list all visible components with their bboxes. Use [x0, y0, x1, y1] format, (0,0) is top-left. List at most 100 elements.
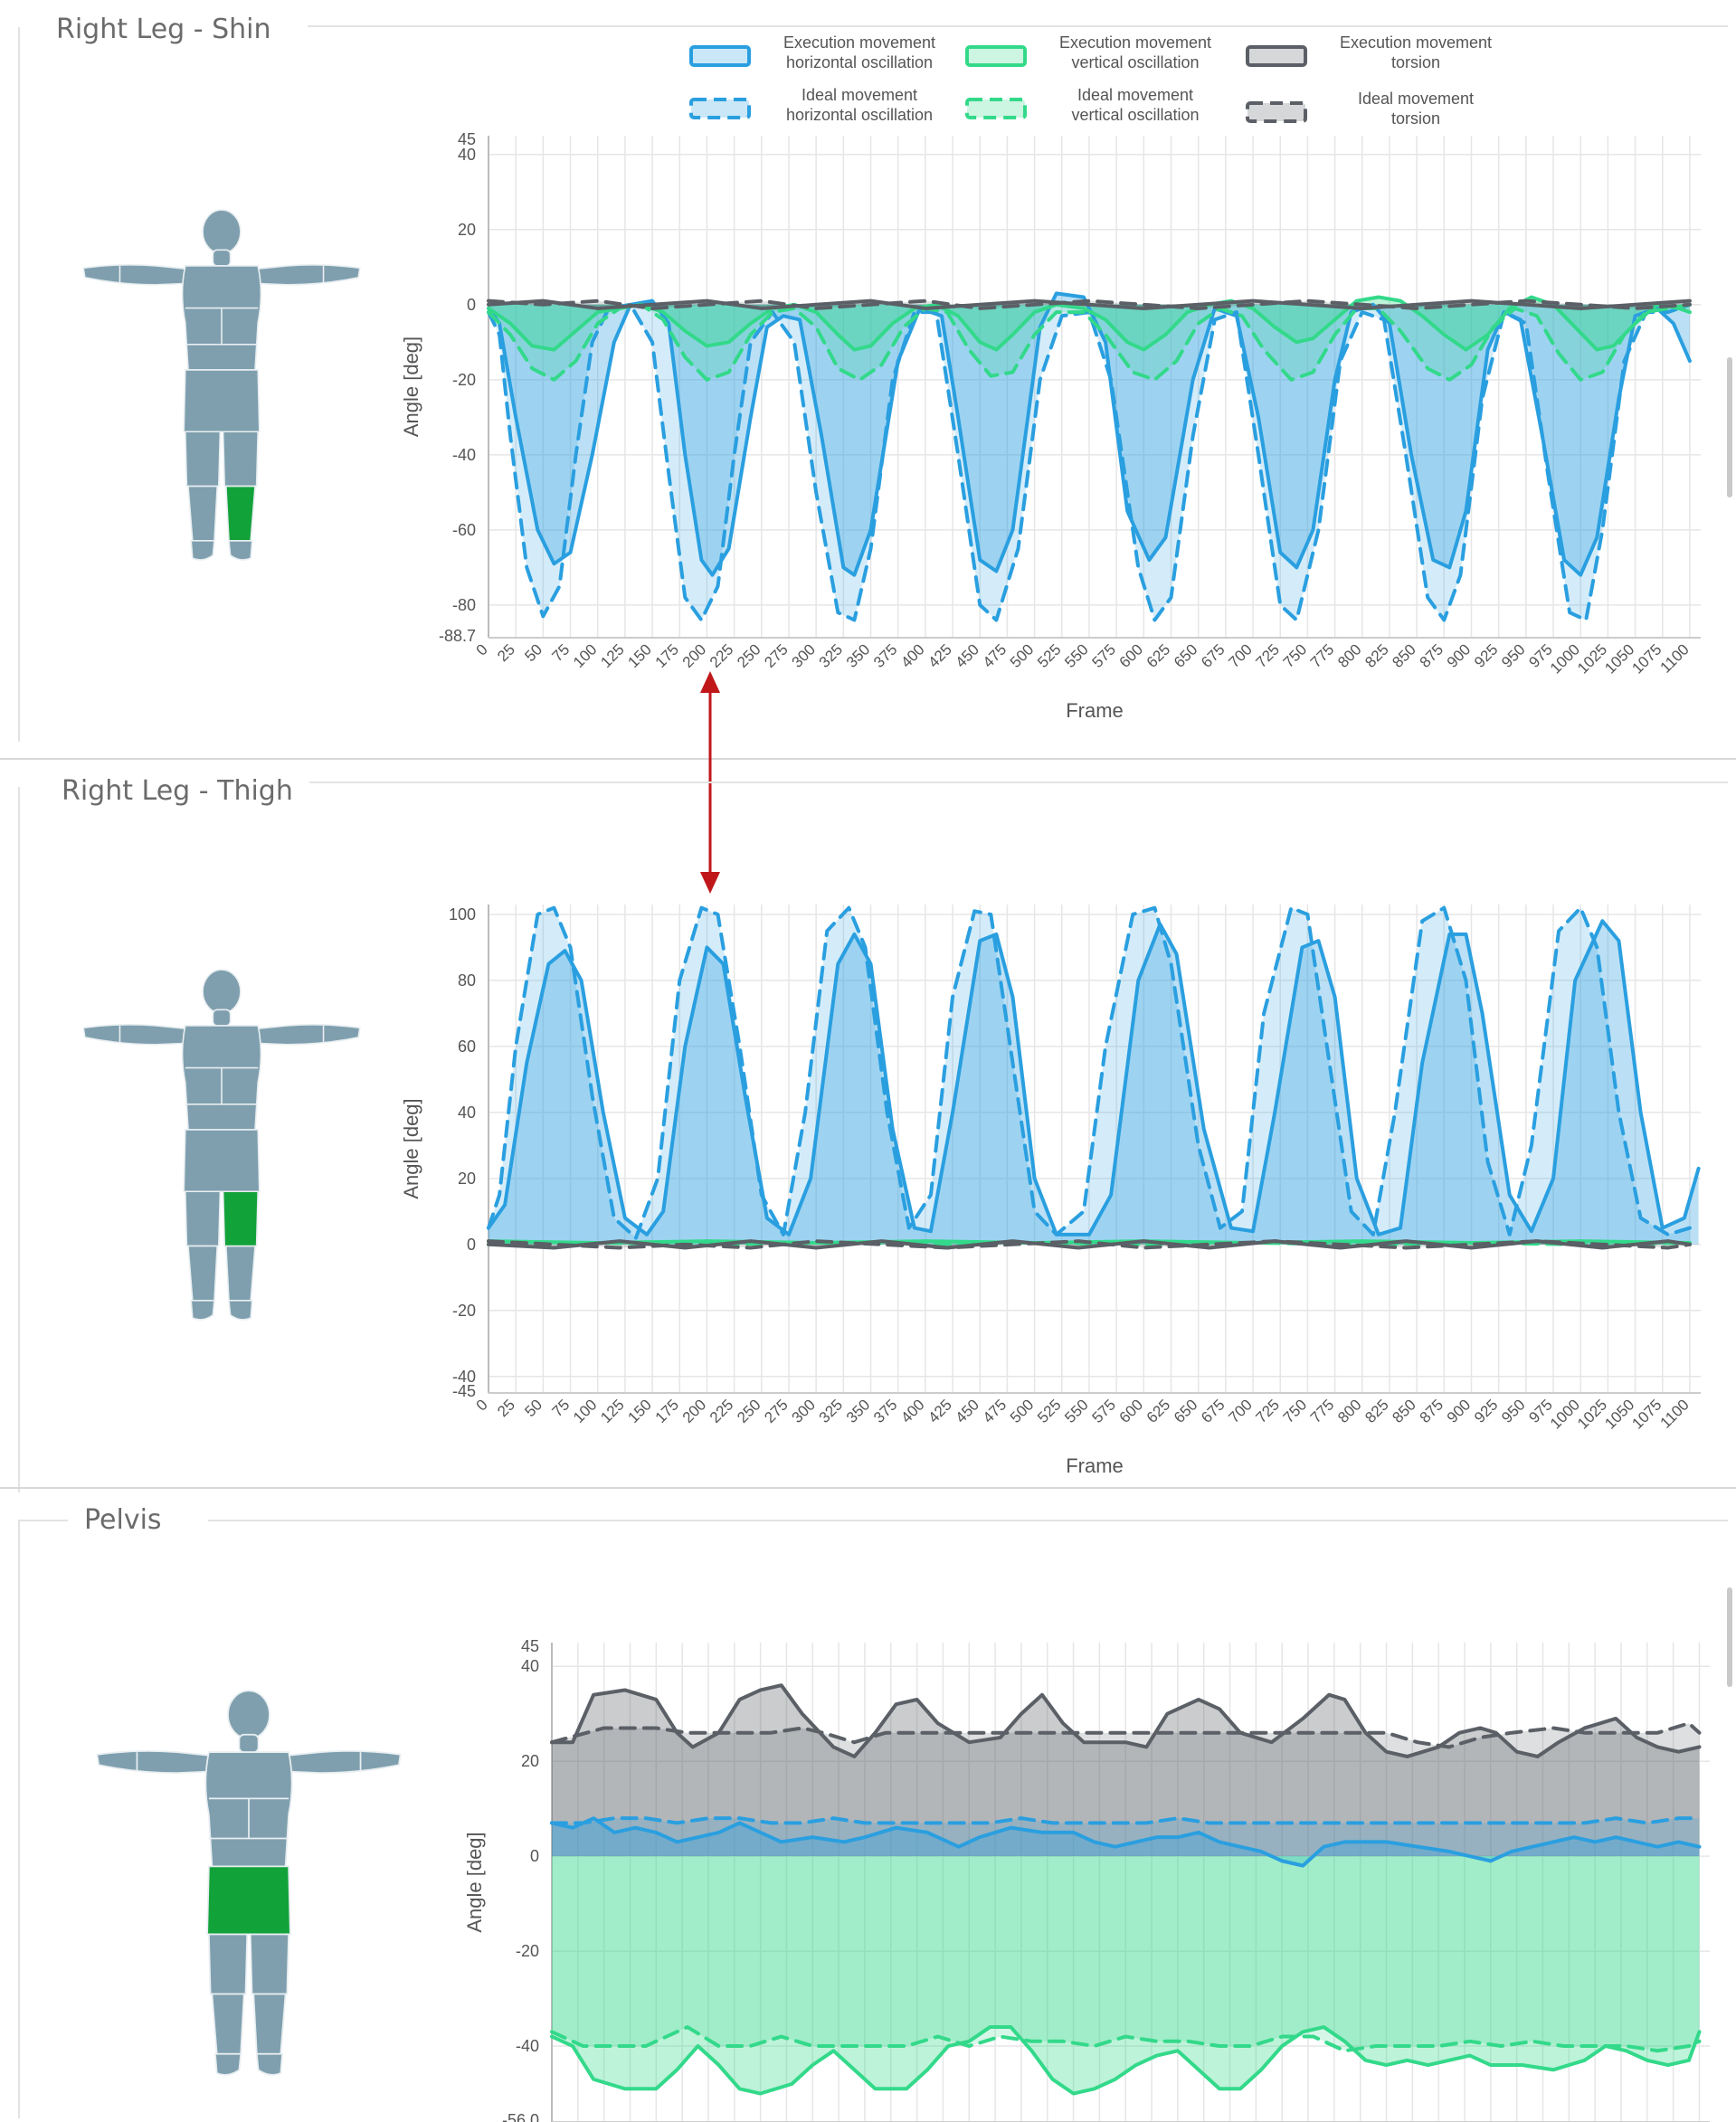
body-figure: [82, 969, 361, 1321]
y-tick-label: -20: [516, 1942, 539, 1960]
x-tick-label: 300: [788, 1396, 818, 1426]
y-tick-label: 0: [467, 296, 476, 314]
highlight-thigh: [222, 1190, 260, 1247]
panel-border: [18, 1521, 20, 2118]
panel-border: [18, 787, 20, 1492]
x-tick-label: 50: [521, 1396, 545, 1420]
separator: [0, 1487, 1736, 1489]
legend-item-ideal-torsion[interactable]: Ideal movement torsion: [1244, 89, 1515, 137]
series-area-torsion: [552, 1685, 1700, 1857]
x-tick-label: 600: [1116, 1396, 1146, 1426]
y-axis-label: Angle [deg]: [400, 1098, 422, 1198]
series-line-horizontal-execution: [487, 291, 1692, 577]
legend-line2: torsion: [1390, 53, 1441, 71]
x-axis-label: Frame: [1066, 699, 1124, 722]
x-tick-label: 525: [1034, 1396, 1064, 1426]
x-tick-label: 425: [925, 1396, 954, 1426]
x-tick-label: 200: [679, 1396, 709, 1426]
x-tick-label: 125: [597, 640, 627, 670]
y-tick-label: -45: [452, 1382, 476, 1400]
legend-item-exec-vertical[interactable]: Execution movement vertical oscillation: [963, 33, 1235, 81]
x-tick-label: 425: [925, 640, 954, 670]
x-tick-label: 800: [1334, 640, 1364, 670]
x-tick-label: 675: [1198, 640, 1228, 670]
legend-item-ideal-vertical[interactable]: Ideal movement vertical oscillation: [963, 85, 1235, 134]
panel-thigh: Right Leg - Thigh 100 80 60 40 20 0 -20 -40 -45 0…: [0, 760, 1736, 1492]
x-tick-label: 500: [1007, 1396, 1037, 1426]
panel-title: Right Leg - Shin: [40, 14, 288, 45]
x-tick-label: 1050: [1601, 640, 1637, 677]
legend-line1: Ideal movement: [1357, 90, 1475, 108]
x-tick-label: 150: [624, 1396, 654, 1426]
y-tick-label: -20: [452, 371, 476, 389]
y-tick-label: 60: [458, 1037, 476, 1056]
y-tick-label: 20: [458, 221, 476, 239]
scrollbar[interactable]: [1727, 357, 1732, 497]
x-tick-label: 25: [494, 640, 518, 665]
x-tick-label: 725: [1253, 1396, 1283, 1426]
x-tick-label: 650: [1171, 640, 1200, 670]
panel-pelvis: Pelvis 40 20 0 -20 -40 45 -56.0 Angle [deg]: [0, 1489, 1736, 2122]
x-tick-label: 825: [1361, 1396, 1391, 1426]
x-tick-label: 375: [870, 640, 900, 670]
y-tick-label: 100: [449, 905, 476, 924]
series-line-horizontal-ideal: [550, 1816, 1702, 1825]
x-tick-label: 950: [1498, 1396, 1528, 1426]
x-tick-label: 400: [897, 640, 927, 670]
legend-line1: Execution movement: [783, 33, 936, 52]
legend-swatch: [965, 45, 1027, 67]
series-line-vertical-ideal: [487, 302, 1692, 382]
x-tick-label: 225: [707, 1396, 736, 1426]
chart-legend: Execution movement horizontal oscillation…: [669, 33, 1538, 141]
x-tick-label: 325: [816, 640, 846, 670]
legend-line2: vertical oscillation: [1071, 106, 1200, 124]
x-tick-label: 175: [652, 1396, 682, 1426]
x-tick-label: 1100: [1656, 640, 1692, 676]
x-tick-label: 525: [1034, 640, 1064, 670]
y-tick-label: -80: [452, 596, 476, 614]
y-tick-label: 20: [458, 1170, 476, 1188]
y-tick-label: 0: [467, 1236, 476, 1254]
title-rule: [18, 1520, 72, 1521]
legend-item-ideal-horizontal[interactable]: Ideal movement horizontal oscillation: [688, 85, 959, 134]
series-area-vertical: [552, 1856, 1700, 2051]
x-tick-label: 225: [707, 640, 736, 670]
x-tick-label: 125: [597, 1396, 627, 1426]
chart-pelvis[interactable]: 40 20 0 -20 -40 45 -56.0 Angle [deg]: [434, 1634, 1728, 2122]
legend-item-exec-horizontal[interactable]: Execution movement horizontal oscillation: [688, 33, 959, 81]
y-tick-label: -20: [452, 1302, 476, 1320]
legend-line2: vertical oscillation: [1071, 53, 1200, 71]
x-tick-label: 475: [980, 1396, 1010, 1426]
legend-line1: Ideal movement: [1077, 86, 1194, 104]
x-tick-label: 550: [1061, 640, 1091, 670]
y-tick-label: -40: [516, 2037, 539, 2055]
series-line-horizontal-ideal: [487, 302, 1692, 622]
legend-item-exec-torsion[interactable]: Execution movement torsion: [1244, 33, 1515, 81]
panel-shin: Right Leg - Shin Execution movement horiz…: [0, 0, 1736, 742]
x-tick-label: 325: [816, 1396, 846, 1426]
x-tick-label: 925: [1471, 1396, 1501, 1426]
series-line-horizontal-execution: [550, 1816, 1702, 1868]
x-tick-label: 575: [1088, 640, 1118, 670]
x-tick-label: 0: [473, 1396, 491, 1414]
panel-title: Right Leg - Thigh: [45, 776, 309, 807]
x-tick-label: 900: [1444, 640, 1474, 670]
x-tick-label: 500: [1007, 640, 1037, 670]
x-tick-label: 350: [843, 640, 873, 670]
highlight-pelvis: [206, 1865, 291, 1936]
x-tick-label: 625: [1143, 640, 1173, 670]
x-tick-label: 1025: [1574, 640, 1610, 677]
y-tick-label: 40: [458, 146, 476, 164]
x-tick-label: 1000: [1547, 640, 1583, 677]
scrollbar[interactable]: [1727, 1587, 1732, 1687]
x-tick-label: 550: [1061, 1396, 1091, 1426]
legend-line2: horizontal oscillation: [785, 53, 934, 71]
title-rule: [208, 1520, 1728, 1521]
legend-swatch: [1246, 101, 1307, 123]
series-line-torsion-execution: [487, 298, 1692, 310]
y-tick-label: -40: [452, 1368, 476, 1386]
body-figure: [82, 209, 361, 561]
x-tick-label: 25: [494, 1396, 518, 1420]
